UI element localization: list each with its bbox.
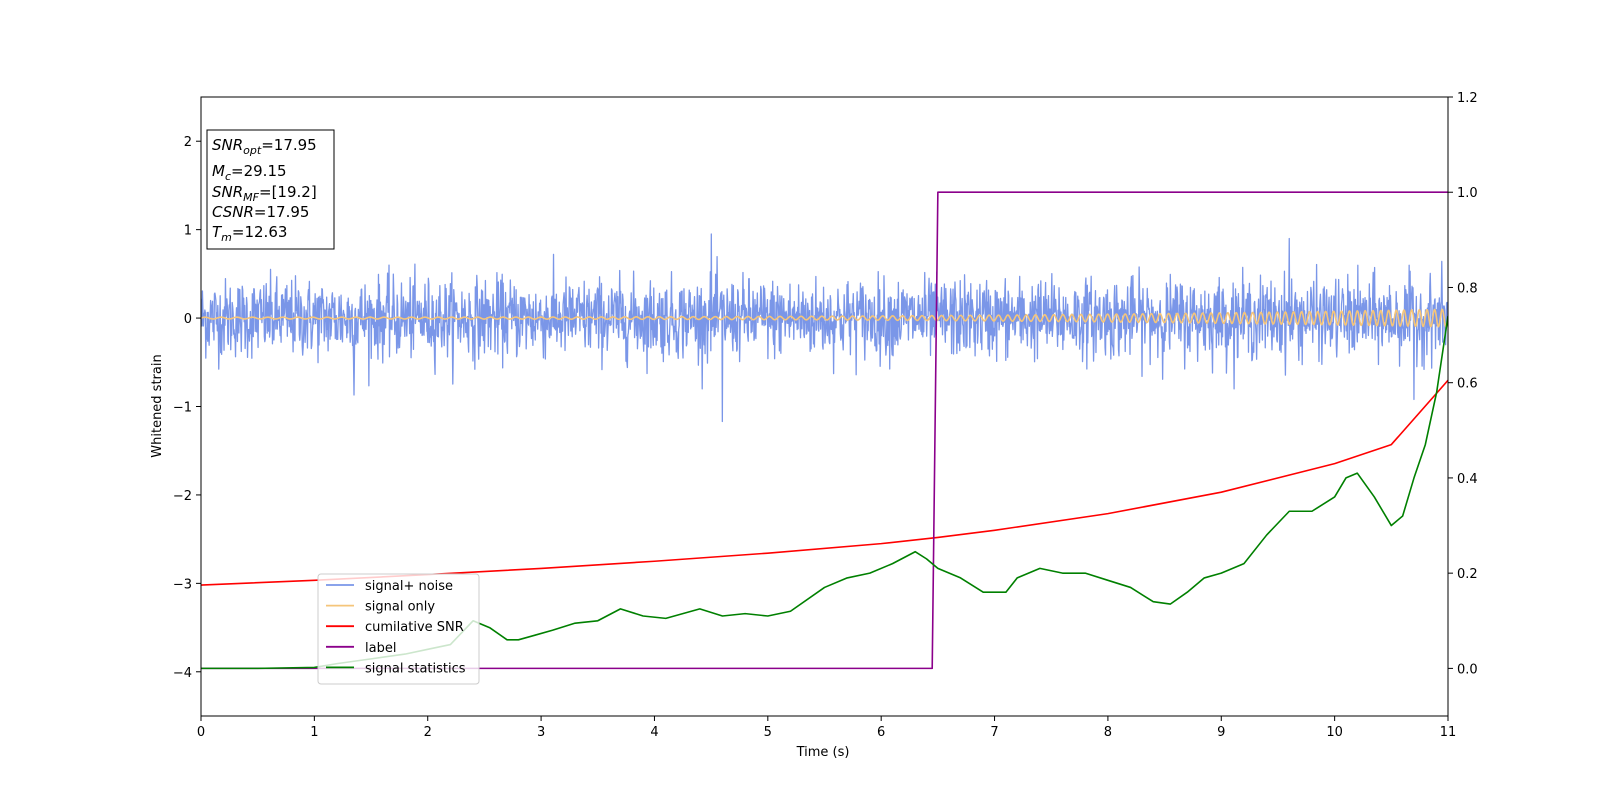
info-subscript: m	[221, 231, 232, 244]
x-axis-label: Time (s)	[796, 745, 850, 760]
x-tick-label: 3	[537, 725, 545, 740]
y-axis-label: Whitened strain	[150, 354, 165, 457]
x-tick-label: 2	[424, 725, 432, 740]
x-tick-label: 5	[764, 725, 772, 740]
info-symbol: M	[212, 162, 225, 180]
info-value: =29.15	[231, 162, 287, 180]
y-tick-label: 0	[184, 312, 192, 327]
y2-tick-label: 1.2	[1457, 91, 1478, 106]
legend-label: cumilative SNR	[365, 620, 464, 635]
y-tick-label: −1	[173, 401, 192, 416]
info-line: CSNR=17.95	[212, 203, 309, 221]
series-line-1	[201, 308, 1448, 328]
x-tick-label: 1	[310, 725, 318, 740]
x-tick-label: 6	[877, 725, 885, 740]
y-axis-left: −4 −3 −2 −1 0 1 2	[173, 135, 201, 681]
legend-label: signal statistics	[365, 661, 466, 676]
legend-frame	[317, 573, 480, 685]
x-tick-label: 11	[1440, 725, 1457, 740]
y-tick-label: 1	[184, 224, 192, 239]
info-box-frame	[206, 129, 335, 250]
x-tick-label: 10	[1326, 725, 1343, 740]
x-tick-label: 9	[1217, 725, 1225, 740]
series-line-0	[201, 233, 1448, 423]
legend: signal+ noise signal only cumilative SNR la…	[317, 573, 480, 685]
x-tick-label: 0	[197, 725, 205, 740]
info-symbol: SNR	[212, 183, 243, 201]
y2-tick-label: 0.4	[1457, 472, 1478, 487]
y-tick-label: 2	[184, 135, 192, 150]
info-box: SNRopt=17.95Mc=29.15SNRMF=[19.2]CSNR=17.…	[206, 129, 335, 250]
info-value: =17.95	[254, 203, 310, 221]
info-symbol: T	[212, 223, 223, 241]
legend-label: signal+ noise	[365, 579, 453, 594]
info-value: =17.95	[261, 136, 317, 154]
y-axis-right: 0.0 0.2 0.4 0.6 0.8 1.0 1.2	[1448, 91, 1478, 677]
y2-tick-label: 1.0	[1457, 186, 1478, 201]
info-line: Tm=12.63	[212, 223, 287, 244]
legend-label: signal only	[365, 600, 435, 615]
info-subscript: opt	[243, 144, 262, 157]
info-value: =[19.2]	[259, 183, 317, 201]
legend-items: signal+ noise signal only cumilative SNR la…	[326, 579, 466, 676]
y2-tick-label: 0.8	[1457, 281, 1478, 296]
y2-tick-label: 0.0	[1457, 662, 1478, 677]
x-tick-label: 7	[990, 725, 998, 740]
series-line-2	[201, 379, 1448, 586]
legend-label: label	[365, 641, 396, 656]
info-symbol: CSNR	[212, 203, 254, 221]
y-tick-label: −2	[173, 489, 192, 504]
x-axis: 0 1 2 3 4 5 6 7 8 9 10 11	[197, 716, 1456, 740]
info-symbol: SNR	[212, 136, 243, 154]
x-tick-label: 4	[650, 725, 658, 740]
x-tick-label: 8	[1104, 725, 1112, 740]
y2-tick-label: 0.6	[1457, 377, 1478, 392]
y-tick-label: −4	[173, 666, 192, 681]
info-subscript: c	[225, 170, 231, 183]
y-tick-label: −3	[173, 577, 192, 592]
series-line-3	[201, 191, 1448, 670]
info-subscript: MF	[243, 191, 259, 204]
y2-tick-label: 0.2	[1457, 567, 1478, 582]
series-line-4	[201, 315, 1448, 670]
info-box-lines: SNRopt=17.95Mc=29.15SNRMF=[19.2]CSNR=17.…	[212, 136, 317, 244]
info-line: SNRMF=[19.2]	[212, 183, 317, 204]
info-value: =12.63	[232, 223, 288, 241]
info-line: SNRopt=17.95	[212, 136, 317, 157]
info-line: Mc=29.15	[212, 162, 287, 183]
